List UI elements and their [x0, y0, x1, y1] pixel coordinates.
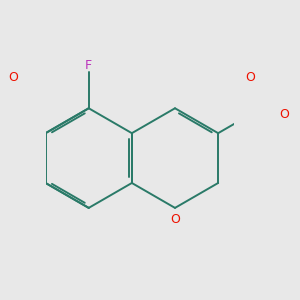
Text: O: O: [8, 71, 18, 84]
Text: O: O: [279, 108, 289, 121]
Text: O: O: [246, 71, 255, 84]
Text: O: O: [170, 213, 180, 226]
Text: F: F: [85, 59, 92, 72]
